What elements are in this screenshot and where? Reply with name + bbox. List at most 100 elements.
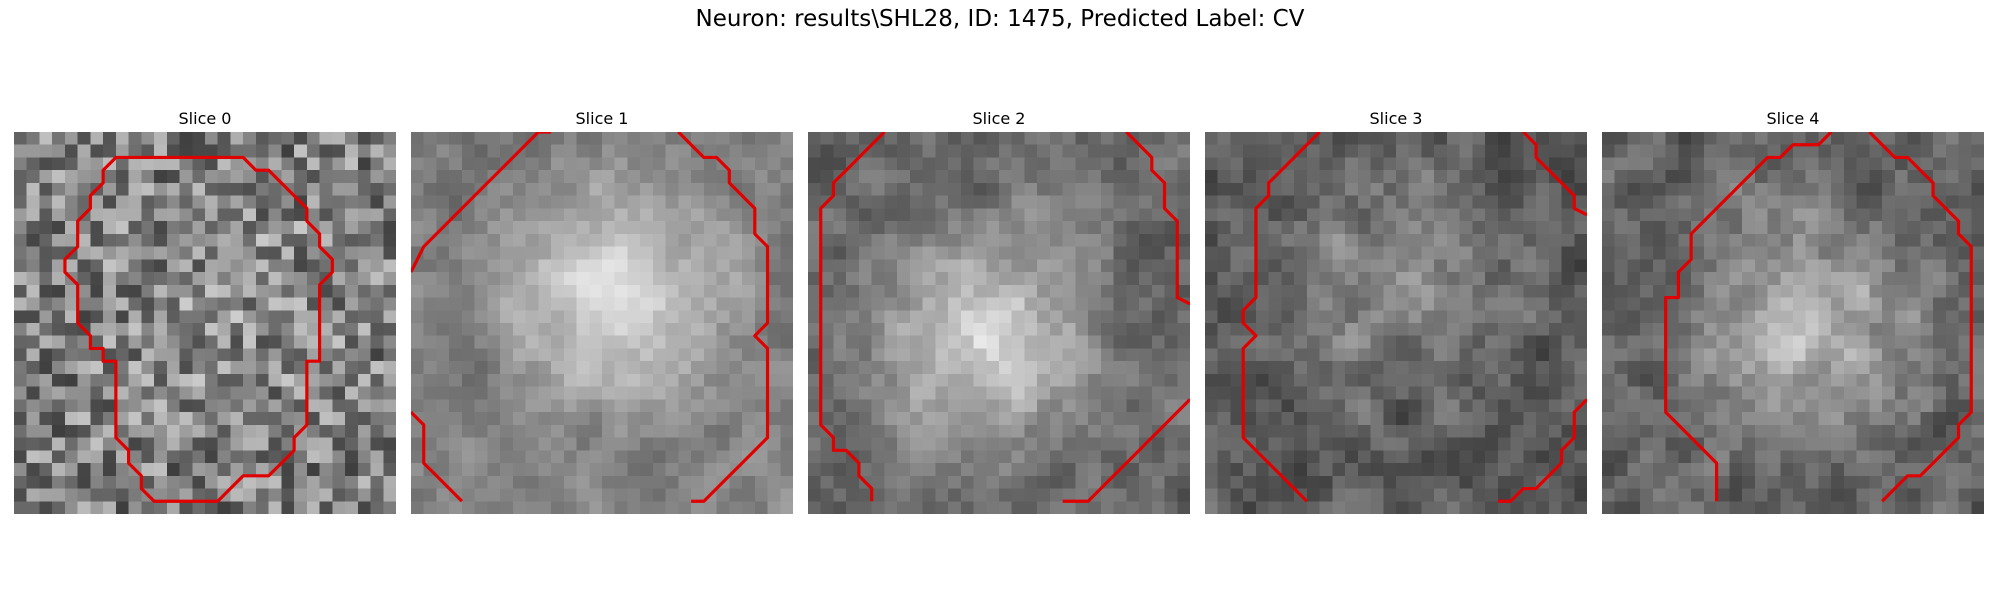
- pixel: [281, 221, 295, 235]
- pixel: [1703, 132, 1717, 145]
- pixel: [1907, 463, 1921, 477]
- pixel: [884, 259, 898, 273]
- pixel: [1024, 208, 1038, 222]
- pixel: [345, 132, 359, 145]
- pixel: [1882, 323, 1896, 336]
- pixel: [1602, 297, 1615, 311]
- pixel: [115, 246, 129, 260]
- pixel: [729, 348, 743, 362]
- pixel: [154, 361, 168, 375]
- pixel: [897, 284, 911, 298]
- slice-title: Slice 0: [178, 109, 232, 128]
- pixel: [897, 233, 911, 247]
- pixel: [1164, 297, 1178, 311]
- pixel: [345, 501, 359, 514]
- pixel: [1126, 182, 1140, 196]
- pixel: [576, 144, 590, 158]
- pixel: [1434, 297, 1448, 311]
- pixel: [77, 170, 91, 184]
- pixel: [1408, 424, 1422, 438]
- pixel: [1151, 284, 1165, 298]
- pixel: [1294, 221, 1308, 235]
- pixel: [1357, 132, 1371, 145]
- pixel: [1652, 323, 1666, 336]
- pixel: [833, 233, 847, 247]
- pixel: [1332, 233, 1346, 247]
- pixel: [1408, 233, 1422, 247]
- pixel: [115, 233, 129, 247]
- pixel: [14, 310, 27, 324]
- pixel: [1151, 195, 1165, 209]
- pixel: [1062, 170, 1076, 184]
- pixel: [1536, 297, 1550, 311]
- pixel: [742, 272, 756, 286]
- pixel: [1472, 170, 1486, 184]
- pixel: [357, 450, 371, 464]
- pixel: [1818, 284, 1832, 298]
- pixel: [1151, 501, 1165, 514]
- pixel: [1139, 233, 1153, 247]
- pixel: [179, 424, 193, 438]
- pixel: [1205, 463, 1218, 477]
- pixel: [281, 386, 295, 400]
- pixel: [602, 144, 615, 158]
- pixel: [986, 501, 1000, 514]
- pixel: [449, 373, 463, 387]
- pixel: [1037, 424, 1051, 438]
- pixel: [820, 323, 834, 336]
- pixel: [1843, 284, 1857, 298]
- pixel: [1024, 144, 1038, 158]
- pixel: [319, 437, 333, 451]
- pixel: [1472, 348, 1486, 362]
- pixel: [884, 233, 898, 247]
- pixel: [1319, 157, 1333, 171]
- pixel: [26, 246, 40, 260]
- pixel: [166, 297, 180, 311]
- pixel: [449, 412, 463, 426]
- pixel: [729, 157, 743, 171]
- pixel: [345, 335, 359, 349]
- pixel: [1497, 373, 1511, 387]
- pixel: [39, 310, 53, 324]
- pixel: [128, 361, 142, 375]
- pixel: [858, 233, 872, 247]
- pixel: [1767, 157, 1781, 171]
- pixel: [1869, 437, 1883, 451]
- pixel: [370, 463, 384, 477]
- pixel: [716, 501, 730, 514]
- pixel: [1485, 195, 1499, 209]
- pixel: [1742, 488, 1756, 502]
- pixel: [1754, 259, 1768, 273]
- pixel: [1729, 323, 1743, 336]
- pixel: [1357, 259, 1371, 273]
- pixel: [1268, 373, 1282, 387]
- pixel: [1217, 297, 1231, 311]
- pixel: [90, 335, 104, 349]
- pixel: [281, 170, 295, 184]
- pixel: [1716, 272, 1730, 286]
- pixel: [1665, 233, 1679, 247]
- pixel: [1716, 323, 1730, 336]
- pixel: [128, 450, 142, 464]
- pixel: [884, 132, 898, 145]
- pixel: [103, 424, 117, 438]
- pixel: [652, 488, 666, 502]
- pixel: [1548, 221, 1562, 235]
- pixel: [780, 488, 793, 502]
- pixel: [986, 246, 1000, 260]
- pixel: [1075, 424, 1089, 438]
- pixel: [166, 157, 180, 171]
- pixel: [423, 208, 437, 222]
- pixel: [1703, 246, 1717, 260]
- pixel: [808, 221, 821, 235]
- pixel: [436, 361, 450, 375]
- pixel: [729, 501, 743, 514]
- pixel: [77, 463, 91, 477]
- pixel: [1742, 450, 1756, 464]
- pixel: [1561, 488, 1575, 502]
- pixel: [90, 221, 104, 235]
- pixel: [614, 170, 628, 184]
- pixel: [589, 233, 603, 247]
- pixel: [691, 132, 705, 145]
- pixel: [357, 323, 371, 336]
